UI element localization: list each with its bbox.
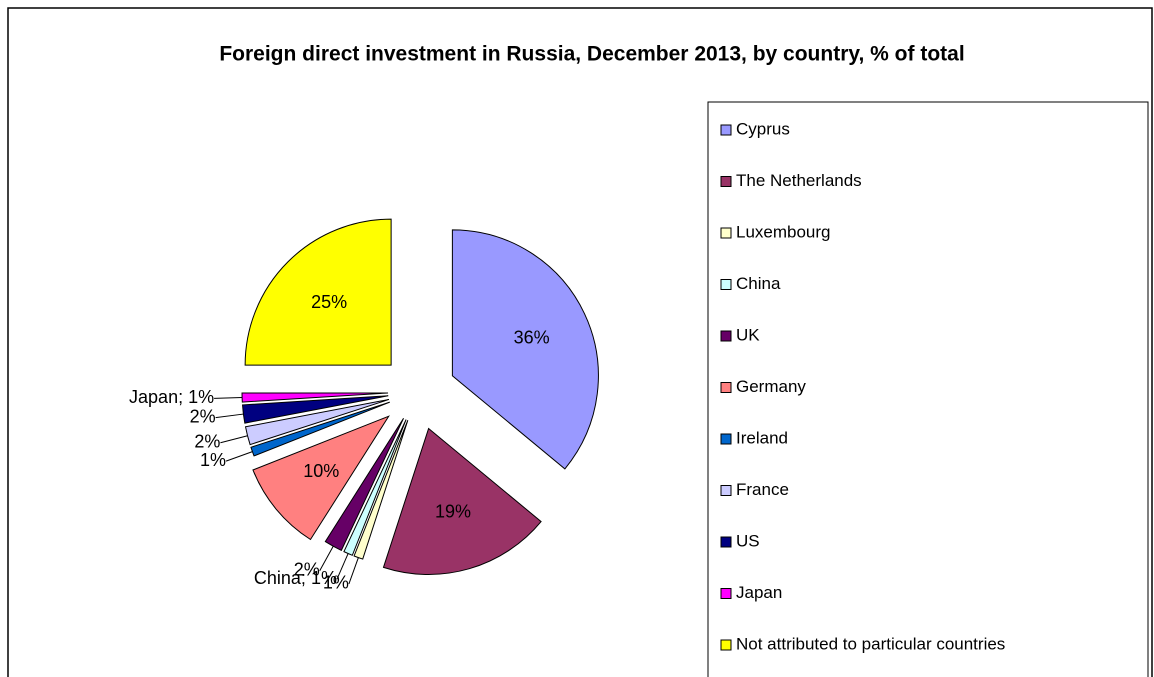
legend-swatch <box>720 536 732 548</box>
pie-slice <box>343 419 407 556</box>
legend-swatch <box>720 279 732 290</box>
legend-label: Germany <box>736 377 806 396</box>
pie-slice <box>252 415 390 541</box>
data-label: China; 1% <box>254 568 337 588</box>
legend-swatch <box>720 227 732 239</box>
legend-label: Cyprus <box>736 119 790 138</box>
leader-line <box>225 451 253 462</box>
legend-swatch <box>720 176 732 187</box>
pie-slice <box>382 427 542 575</box>
legend-box <box>707 101 1149 677</box>
data-label: 2% <box>294 560 320 580</box>
pie-slice <box>244 398 390 446</box>
legend-swatch <box>720 330 732 342</box>
legend-label: Japan <box>736 583 782 602</box>
data-label: 1% <box>323 573 349 593</box>
pie-slice <box>241 392 389 403</box>
legend-label: Ireland <box>736 428 788 447</box>
legend-swatch <box>720 433 732 445</box>
pie-slice <box>244 218 392 366</box>
legend-swatch <box>720 382 732 393</box>
pie-slice <box>241 395 389 424</box>
leader-line <box>220 435 248 444</box>
leader-line <box>319 545 334 572</box>
legend-label: Not attributed to particular countries <box>736 634 1005 653</box>
legend-label: Luxembourg <box>736 222 831 241</box>
leader-line <box>336 553 349 580</box>
data-label: 19% <box>435 501 471 521</box>
data-label: 25% <box>311 292 347 312</box>
data-label: Japan; 1% <box>129 387 214 407</box>
legend-swatch <box>720 588 732 599</box>
legend-label: France <box>736 480 789 499</box>
pie-slice <box>324 418 404 552</box>
legend-label: US <box>736 531 760 550</box>
data-label: 2% <box>194 431 220 451</box>
data-label: 10% <box>303 461 339 481</box>
leader-line <box>215 413 244 419</box>
legend-swatch <box>720 639 732 651</box>
chart-title: Foreign direct investment in Russia, Dec… <box>219 43 964 66</box>
legend-swatch <box>720 124 732 136</box>
data-label: 1% <box>200 450 226 470</box>
legend-label: China <box>736 274 781 293</box>
data-label: 2% <box>190 406 216 426</box>
data-label: 36% <box>514 327 550 347</box>
legend-swatch <box>720 485 732 496</box>
legend-label: The Netherlands <box>736 171 862 190</box>
leader-line <box>214 397 243 399</box>
pie-slice <box>451 229 599 470</box>
leader-line <box>348 557 359 585</box>
legend-label: UK <box>736 325 760 344</box>
